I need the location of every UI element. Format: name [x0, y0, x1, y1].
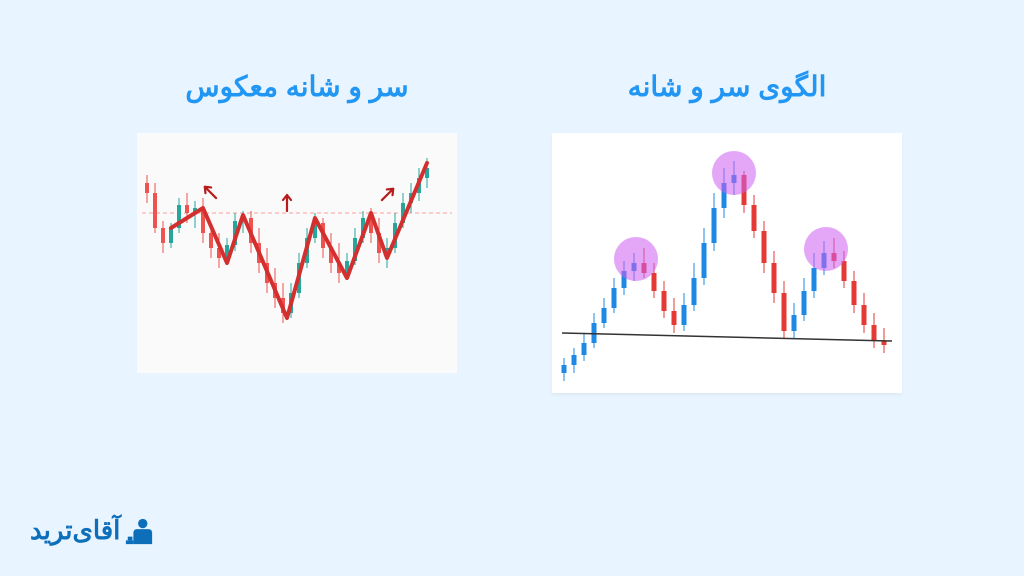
chart-container: سر و شانه معکوس الگوی سر و شانه	[0, 0, 1024, 393]
hs-panel: الگوی سر و شانه	[542, 70, 912, 393]
logo-text: آقای‌ترید	[30, 515, 120, 546]
hs-chart	[552, 133, 902, 393]
hs-title: الگوی سر و شانه	[628, 70, 827, 103]
inverse-hs-title: سر و شانه معکوس	[185, 70, 408, 103]
person-icon	[124, 516, 154, 546]
inverse-hs-panel: سر و شانه معکوس	[112, 70, 482, 393]
brand-logo: آقای‌ترید	[30, 515, 154, 546]
inverse-hs-chart	[137, 133, 457, 373]
